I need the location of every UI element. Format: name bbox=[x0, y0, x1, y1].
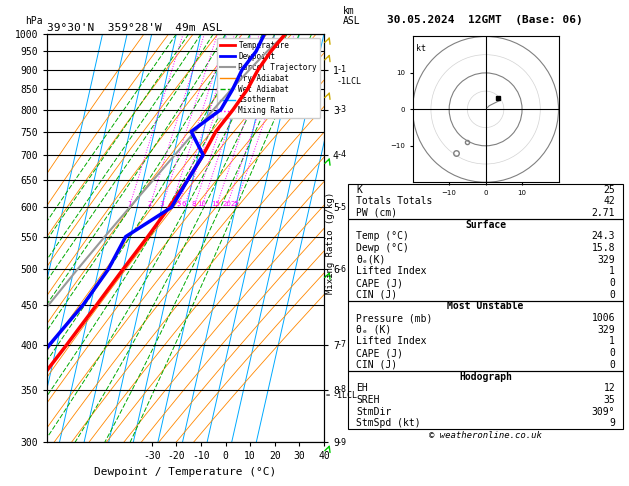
Text: Most Unstable: Most Unstable bbox=[447, 301, 524, 312]
Text: EH: EH bbox=[356, 383, 368, 393]
Text: -7: -7 bbox=[337, 340, 347, 349]
Text: 0: 0 bbox=[610, 278, 615, 288]
Text: Mixing Ratio (g/kg): Mixing Ratio (g/kg) bbox=[326, 192, 335, 294]
Text: 30.05.2024  12GMT  (Base: 06): 30.05.2024 12GMT (Base: 06) bbox=[387, 15, 583, 25]
Text: 25: 25 bbox=[603, 185, 615, 194]
Text: © weatheronline.co.uk: © weatheronline.co.uk bbox=[429, 431, 542, 440]
Text: 1: 1 bbox=[610, 266, 615, 277]
Text: 35: 35 bbox=[603, 395, 615, 405]
Text: Lifted Index: Lifted Index bbox=[356, 266, 426, 277]
Text: 0: 0 bbox=[610, 290, 615, 300]
Text: θₑ(K): θₑ(K) bbox=[356, 255, 386, 265]
Text: Temp (°C): Temp (°C) bbox=[356, 231, 409, 242]
X-axis label: Dewpoint / Temperature (°C): Dewpoint / Temperature (°C) bbox=[94, 467, 277, 477]
Text: CIN (J): CIN (J) bbox=[356, 360, 398, 370]
Text: 24.3: 24.3 bbox=[592, 231, 615, 242]
Text: 329: 329 bbox=[598, 325, 615, 335]
Text: -3: -3 bbox=[337, 105, 347, 114]
Text: StmSpd (kt): StmSpd (kt) bbox=[356, 418, 421, 428]
Text: 25: 25 bbox=[230, 201, 239, 207]
Text: 0: 0 bbox=[610, 360, 615, 370]
Text: -5: -5 bbox=[337, 203, 347, 212]
Text: Totals Totals: Totals Totals bbox=[356, 196, 433, 206]
Text: Pressure (mb): Pressure (mb) bbox=[356, 313, 433, 323]
Text: 20: 20 bbox=[222, 201, 231, 207]
Text: -8: -8 bbox=[337, 385, 347, 395]
Text: -6: -6 bbox=[337, 264, 347, 274]
Text: kt: kt bbox=[416, 44, 426, 53]
Text: 15: 15 bbox=[211, 201, 220, 207]
Text: PW (cm): PW (cm) bbox=[356, 208, 398, 218]
Text: 4: 4 bbox=[169, 201, 173, 207]
Text: 329: 329 bbox=[598, 255, 615, 265]
Text: 1: 1 bbox=[610, 336, 615, 347]
Text: 6: 6 bbox=[182, 201, 186, 207]
Text: 5: 5 bbox=[176, 201, 181, 207]
Text: -1LCL: -1LCL bbox=[337, 77, 362, 86]
Text: -1: -1 bbox=[337, 65, 347, 74]
Text: 3: 3 bbox=[160, 201, 164, 207]
Text: Hodograph: Hodograph bbox=[459, 371, 512, 382]
Text: K: K bbox=[356, 185, 362, 194]
Text: 309°: 309° bbox=[592, 407, 615, 417]
Text: Dewp (°C): Dewp (°C) bbox=[356, 243, 409, 253]
Text: 10: 10 bbox=[197, 201, 206, 207]
Text: 1: 1 bbox=[127, 201, 131, 207]
Text: -9: -9 bbox=[337, 438, 347, 447]
Text: SREH: SREH bbox=[356, 395, 380, 405]
Text: 0: 0 bbox=[610, 348, 615, 358]
Text: θₑ (K): θₑ (K) bbox=[356, 325, 391, 335]
Text: 1006: 1006 bbox=[592, 313, 615, 323]
Text: 2: 2 bbox=[147, 201, 152, 207]
Text: StmDir: StmDir bbox=[356, 407, 391, 417]
Text: 12: 12 bbox=[603, 383, 615, 393]
Text: 39°30'N  359°28'W  49m ASL: 39°30'N 359°28'W 49m ASL bbox=[47, 23, 223, 33]
Text: 8: 8 bbox=[192, 201, 196, 207]
Text: 9: 9 bbox=[610, 418, 615, 428]
Text: 42: 42 bbox=[603, 196, 615, 206]
Text: 2.71: 2.71 bbox=[592, 208, 615, 218]
Text: -1LCL: -1LCL bbox=[332, 391, 357, 399]
Text: CAPE (J): CAPE (J) bbox=[356, 278, 403, 288]
Text: CIN (J): CIN (J) bbox=[356, 290, 398, 300]
Text: km
ASL: km ASL bbox=[343, 6, 361, 26]
Text: CAPE (J): CAPE (J) bbox=[356, 348, 403, 358]
Text: hPa: hPa bbox=[25, 16, 43, 26]
Text: Surface: Surface bbox=[465, 220, 506, 229]
Text: -4: -4 bbox=[337, 151, 347, 159]
Text: Lifted Index: Lifted Index bbox=[356, 336, 426, 347]
Legend: Temperature, Dewpoint, Parcel Trajectory, Dry Adiabat, Wet Adiabat, Isotherm, Mi: Temperature, Dewpoint, Parcel Trajectory… bbox=[217, 38, 320, 119]
Text: 15.8: 15.8 bbox=[592, 243, 615, 253]
